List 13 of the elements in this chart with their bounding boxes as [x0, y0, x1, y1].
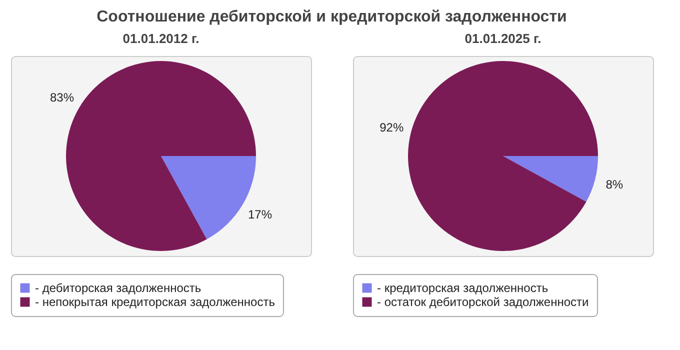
pie-slice [408, 61, 598, 251]
data-label: 17% [248, 208, 272, 222]
pie-slice [503, 156, 598, 202]
legend-label: - кредиторская задолженность [377, 281, 548, 295]
data-label: 83% [50, 90, 74, 104]
legend-label: - дебиторская задолженность [35, 281, 202, 295]
legend-label: - непокрытая кредиторская задолженность [35, 295, 275, 309]
legend-label: - остаток дебиторской задолженности [377, 295, 589, 309]
chart-subtitle: 01.01.2012 г. [122, 31, 200, 46]
chart-subtitle: 01.01.2025 г. [464, 31, 542, 46]
data-label: 92% [380, 120, 404, 134]
data-label: 8% [606, 178, 624, 192]
text: Соотношение дебиторской и кредиторской задолженности [96, 8, 567, 26]
